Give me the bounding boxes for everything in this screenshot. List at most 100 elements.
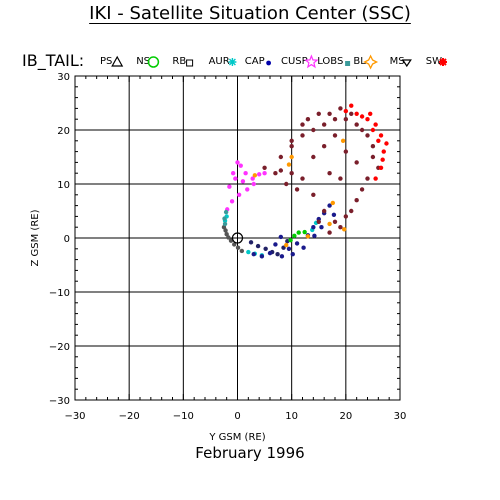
- data-point-ms: [321, 144, 327, 149]
- data-point-ms: [332, 133, 338, 138]
- legend-triangle-up-icon: [111, 55, 124, 67]
- legend-label-cusp: CUSP: [281, 56, 308, 67]
- x-tick-label: 10: [285, 411, 298, 422]
- data-point-ns: [296, 230, 301, 235]
- data-point-cap: [267, 250, 273, 256]
- data-point-rb: [235, 245, 241, 250]
- data-point-cap: [311, 225, 316, 230]
- legend-dot-icon: [266, 60, 271, 66]
- y-tick-label: 0: [64, 234, 70, 245]
- data-point-sw: [384, 141, 389, 146]
- x-tick-label: 0: [234, 411, 240, 422]
- data-point-ms: [311, 127, 316, 133]
- data-point-cusp: [256, 172, 262, 177]
- data-point-aur: [246, 249, 251, 255]
- data-point-ms: [300, 122, 305, 127]
- data-point-rb: [224, 232, 229, 237]
- data-point-ns: [302, 229, 307, 235]
- data-point-cusp: [230, 171, 236, 176]
- legend-label-bl: BL: [353, 56, 366, 67]
- data-point-lobs: [222, 216, 227, 221]
- legend-label-aur: AUR: [209, 56, 230, 67]
- x-tick-label: 20: [339, 411, 352, 422]
- data-point-ms: [278, 168, 284, 173]
- data-point-sw: [378, 133, 384, 138]
- data-point-ms: [273, 171, 278, 176]
- data-point-cusp: [238, 163, 243, 168]
- data-point-sw: [343, 108, 349, 114]
- data-point-ms: [311, 192, 316, 197]
- y-tick-label: 20: [57, 126, 70, 137]
- data-point-ms: [327, 171, 332, 176]
- data-point-ps: [248, 240, 254, 245]
- data-point-ms: [332, 117, 338, 122]
- legend-label-cap: CAP: [245, 56, 265, 67]
- chart-title: IKI - Satellite Situation Center (SSC): [89, 3, 411, 24]
- data-point-ms: [338, 176, 343, 181]
- data-point-ms: [289, 171, 294, 176]
- data-point-ns: [288, 237, 293, 243]
- data-point-ms: [338, 225, 343, 230]
- data-point-cap: [312, 233, 317, 239]
- data-point-sw: [370, 127, 376, 133]
- data-point-rb: [226, 235, 231, 240]
- data-point-cusp: [240, 179, 246, 184]
- data-point-cusp: [229, 199, 235, 204]
- data-point-ms: [300, 176, 305, 181]
- data-point-ms: [327, 111, 332, 117]
- data-point-ms: [354, 160, 359, 165]
- data-point-sw: [349, 103, 354, 108]
- data-point-sw: [359, 114, 365, 119]
- data-point-cusp: [235, 160, 240, 165]
- data-point-sw: [373, 176, 378, 181]
- data-point-sw: [378, 165, 384, 170]
- data-point-cap: [251, 252, 256, 257]
- y-tick-label: −30: [49, 396, 70, 407]
- x-axis-label: Y GSM (RE): [208, 432, 265, 443]
- data-point-ms: [321, 208, 327, 214]
- data-point-bl: [286, 162, 292, 167]
- data-point-ms: [349, 208, 354, 214]
- data-point-ms: [316, 111, 321, 117]
- data-point-ms: [300, 133, 305, 138]
- data-point-cap: [286, 246, 292, 251]
- data-point-ms: [359, 127, 365, 133]
- legend-star-icon: [304, 54, 319, 69]
- y-tick-label: 30: [57, 72, 70, 83]
- data-point-ms: [316, 219, 321, 224]
- data-point-ns: [292, 233, 297, 239]
- data-point-ms: [321, 122, 327, 127]
- data-point-rb: [223, 228, 228, 233]
- legend-label-ms: MS: [390, 56, 405, 67]
- data-point-ms: [343, 117, 349, 122]
- legend-label-lobs: LOBS: [317, 56, 343, 67]
- data-point-cusp: [250, 176, 255, 181]
- data-point-ms: [365, 176, 370, 181]
- data-point-cap: [273, 242, 278, 247]
- data-point-ms: [359, 187, 365, 192]
- data-point-cap: [327, 203, 332, 208]
- data-point-ms: [262, 165, 267, 170]
- data-point-sw: [354, 111, 359, 117]
- data-point-ms: [349, 111, 354, 117]
- data-point-cusp: [245, 187, 250, 192]
- plot-area: −30 −20 −10 0 10 20 30 −30 −20 −10 0 10 20 30 Y GSM (R…: [30, 72, 406, 443]
- data-point-cusp: [233, 176, 238, 181]
- data-point-cusp: [262, 171, 267, 176]
- legend-burst-icon: [439, 58, 447, 66]
- y-tick-label: −20: [49, 342, 70, 353]
- legend: IB_TAIL: PS NS RB AUR CAP CUSP LOBS BL MS SW: [22, 51, 447, 71]
- legend-heading: IB_TAIL:: [22, 51, 84, 71]
- x-tick-label: −20: [119, 411, 140, 422]
- data-point-bl: [330, 200, 336, 206]
- data-point-cusp: [227, 184, 232, 189]
- data-point-ms: [311, 154, 316, 160]
- legend-diamond-star-icon: [363, 54, 379, 70]
- data-point-ms: [338, 106, 343, 111]
- data-point-lobs: [222, 221, 228, 227]
- data-point-bl: [340, 138, 346, 143]
- data-point-ms: [278, 154, 284, 160]
- data-point-cap: [279, 254, 285, 259]
- data-point-cusp: [243, 171, 248, 176]
